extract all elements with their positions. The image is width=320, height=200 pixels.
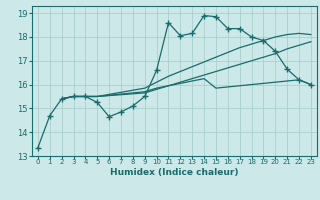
- X-axis label: Humidex (Indice chaleur): Humidex (Indice chaleur): [110, 168, 239, 177]
